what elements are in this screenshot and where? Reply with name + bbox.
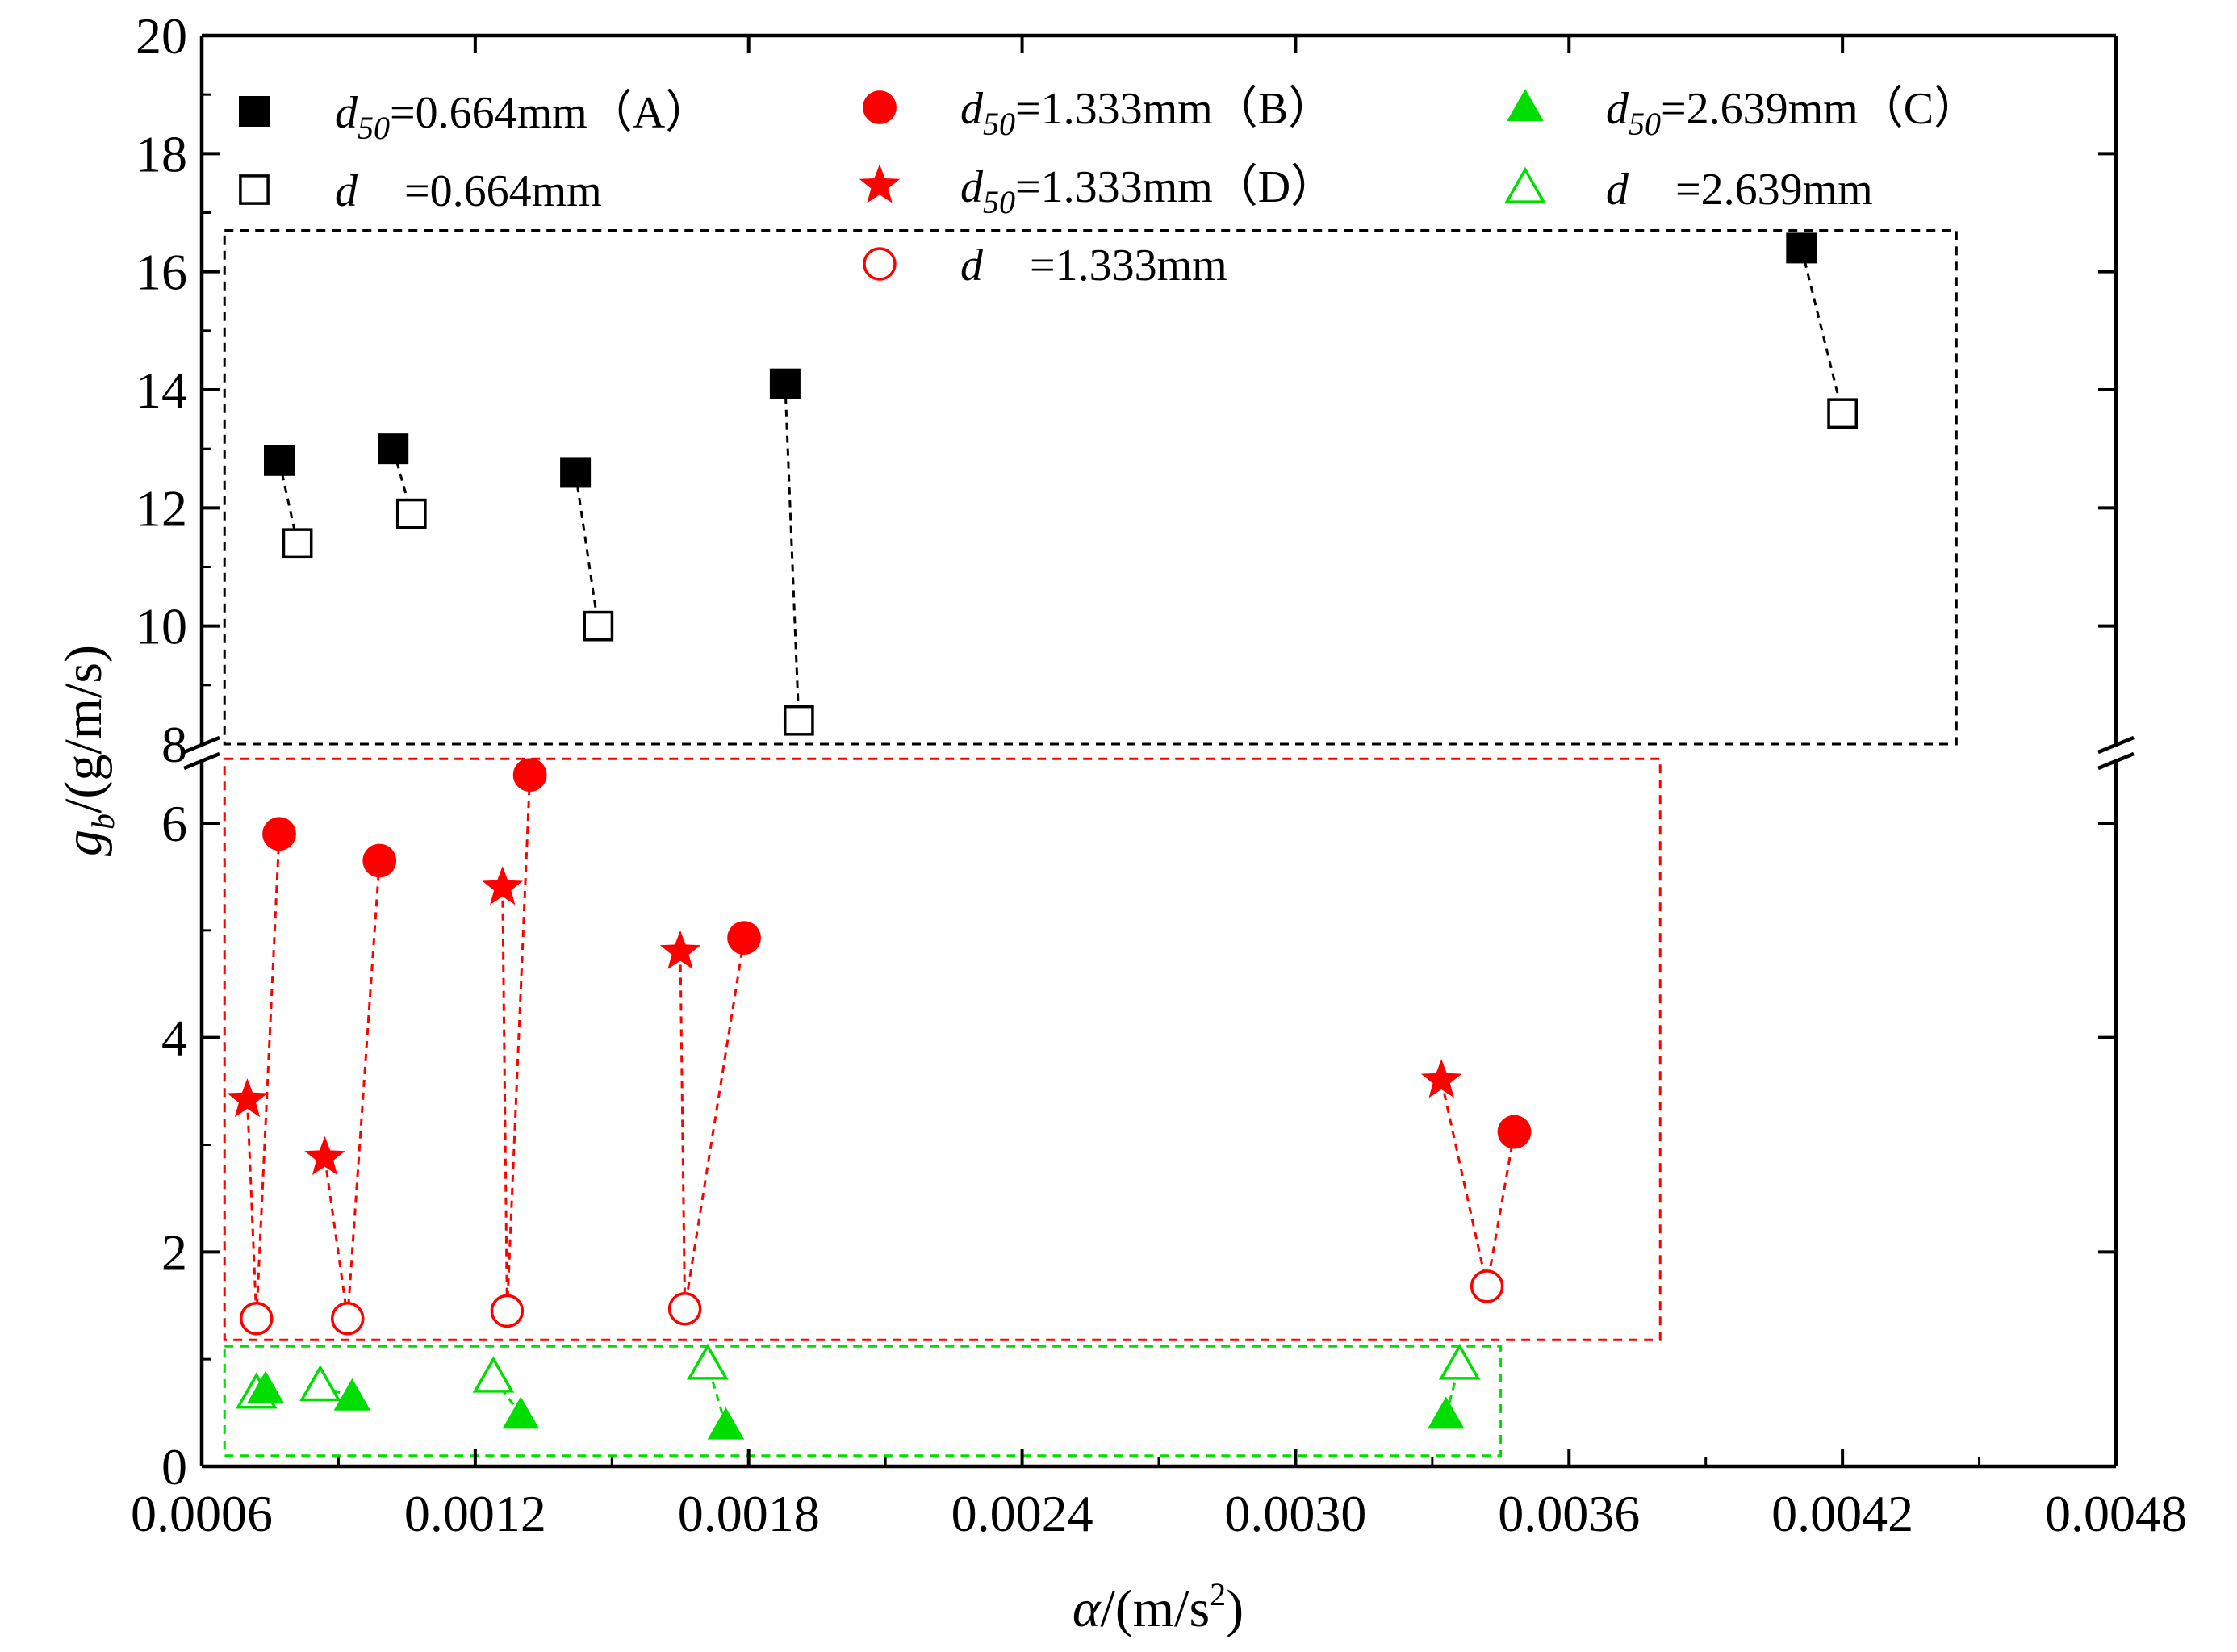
data-point-square-open [282, 528, 313, 559]
red-group-box [223, 757, 1662, 1341]
x-tick-label: 0.0030 [1224, 1485, 1366, 1542]
data-point-star-filled [482, 866, 523, 905]
connector-line [684, 937, 746, 1309]
connector-line [501, 887, 508, 1311]
connector-line [324, 1157, 349, 1319]
x-axis-title: α/(m/s2) [1073, 1576, 1244, 1638]
y-tick-label: 8 [161, 716, 187, 773]
legend: d50=0.664mm（A） d =0.664mm d50=1.333mm（B） d50… [239, 84, 1979, 291]
data-point-circle-open [1470, 1269, 1504, 1303]
data-point-circle-open [490, 1294, 525, 1328]
legend-marker-Bopen [863, 247, 897, 281]
connector-line [1486, 1131, 1516, 1287]
axis-break-mark [183, 735, 220, 755]
data-point-circle-open [240, 1301, 274, 1336]
data-point-square-filled [1786, 232, 1817, 264]
y-tick-label: 20 [136, 7, 187, 65]
legend-label-Bopen: d =1.333mm [960, 240, 1227, 291]
legend-marker-C [1507, 89, 1544, 122]
y-tick-label: 12 [136, 479, 187, 537]
connector-line [574, 472, 600, 626]
data-point-triangle-filled [247, 1370, 284, 1403]
data-point-square-open [395, 498, 427, 529]
data-point-square-open [1827, 398, 1858, 429]
data-point-square-filled [769, 368, 801, 399]
x-tick-label: 0.0042 [1771, 1485, 1913, 1542]
y-tick-label: 6 [161, 795, 187, 852]
data-point-circle-filled [1497, 1115, 1532, 1149]
legend-label-D: d50=1.333mm（D） [960, 162, 1336, 220]
connector-line [1800, 248, 1844, 414]
data-point-star-filled [304, 1135, 345, 1175]
axis-break-mark [2097, 735, 2135, 755]
data-point-circle-filled [727, 921, 761, 956]
data-point-star-filled [1420, 1059, 1462, 1098]
data-point-triangle-filled [1428, 1396, 1465, 1429]
data-point-triangle-filled [333, 1378, 371, 1411]
legend-marker-B [863, 90, 897, 124]
legend-label-A: d50=0.664mm（A） [335, 88, 710, 146]
data-point-circle-open [330, 1301, 365, 1336]
legend-marker-D [859, 164, 901, 203]
data-point-triangle-filled [502, 1396, 540, 1429]
x-tick-label: 0.0012 [404, 1485, 546, 1542]
y-tick-label: 18 [136, 125, 187, 182]
x-tick-label: 0.0018 [678, 1485, 820, 1542]
data-point-circle-filled [512, 758, 547, 793]
data-point-triangle-open [299, 1365, 341, 1402]
data-point-triangle-filled [707, 1407, 745, 1440]
y-tick-label: 0 [161, 1438, 187, 1495]
group-boxes [223, 228, 1958, 1458]
connector-line [1440, 1080, 1489, 1287]
green-group-box [223, 1345, 1503, 1458]
connector-line [679, 951, 687, 1309]
y-axis-title: gb/(g/m/s) [54, 645, 121, 856]
data-point-triangle-open [687, 1343, 729, 1380]
data-point-star-filled [227, 1078, 268, 1118]
data-point-circle-filled [262, 817, 296, 851]
x-tick-label: 0.0024 [951, 1485, 1093, 1542]
data-point-circle-open [667, 1291, 702, 1326]
connector-line [245, 1099, 258, 1319]
data-marks [227, 232, 1858, 1440]
axes: 0.0006 0.0012 0.0018 0.0024 0.0030 0.0036 0.00… [131, 7, 2187, 1542]
x-tick-label: 0.0048 [2045, 1485, 2187, 1542]
data-point-square-filled [378, 433, 409, 465]
connector-line [255, 834, 281, 1319]
axis-break-mark [183, 751, 220, 771]
y-tick-label: 4 [161, 1010, 187, 1067]
connector-line [505, 775, 532, 1311]
data-point-star-filled [659, 930, 701, 969]
x-tick-label: 0.0036 [1498, 1485, 1640, 1542]
legend-marker-Copen [1504, 166, 1546, 203]
black-group-box [223, 228, 1958, 746]
connector-line [346, 860, 381, 1319]
data-point-circle-filled [362, 843, 397, 878]
y-tick-label: 14 [136, 362, 187, 419]
legend-label-Aopen: d =0.664mm [335, 166, 602, 216]
y-tick-label: 16 [136, 244, 187, 301]
connectors [245, 248, 1844, 1426]
axis-titles: α/(m/s2) gb/(g/m/s) [54, 645, 1244, 1638]
data-point-square-open [583, 610, 614, 642]
y-tick-label: 10 [136, 598, 187, 655]
connector-line [784, 383, 801, 721]
data-point-square-open [783, 705, 814, 736]
data-point-square-filled [264, 445, 295, 476]
axis-break-mark [2097, 751, 2135, 771]
data-point-triangle-open [472, 1356, 515, 1393]
data-point-triangle-open [1438, 1343, 1481, 1380]
legend-label-Copen: d =2.639mm [1606, 165, 1873, 215]
y-tick-label: 2 [161, 1223, 187, 1281]
legend-marker-Aopen [239, 174, 270, 205]
legend-label-C: d50=2.639mm（C） [1606, 84, 1979, 142]
legend-marker-A [239, 96, 270, 127]
legend-label-B: d50=1.333mm（B） [960, 84, 1333, 142]
x-tick-label: 0.0006 [131, 1485, 273, 1542]
data-point-square-filled [560, 457, 592, 488]
